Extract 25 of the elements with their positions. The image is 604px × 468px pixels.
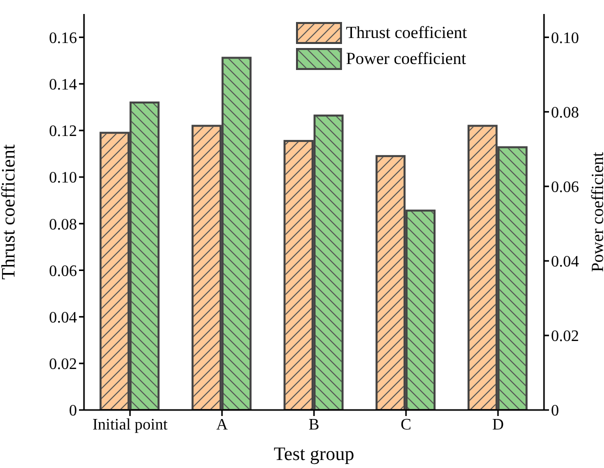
y-tick-label: 0.02 [49,356,77,374]
x-tick-label: Initial point [92,416,168,434]
y-tick-label: 0.12 [49,123,77,140]
y-tick-label: 0.16 [49,30,77,47]
y2-tick-label: 0.04 [551,254,579,271]
x-axis-title: Test group [274,444,354,465]
y2-tick-label: 0.10 [551,30,579,47]
y2-tick-label: 0.08 [551,104,579,122]
x-tick-label: B [308,416,320,434]
y-tick-label: 0.04 [49,310,77,327]
y-tick-label: 0.10 [49,170,77,187]
y2-tick-label: 0 [551,402,559,420]
y2-tick-label: 0.02 [551,328,579,346]
x-tick-label: C [400,416,412,434]
y-tick-label: 0.06 [49,262,77,280]
legend-label: Power coefficient [346,49,466,69]
y2-tick-label: 0.06 [551,179,579,196]
y2-axis-title: Power coefficient [588,152,604,272]
y-tick-label: 0.08 [49,216,77,234]
x-tick-label: A [216,416,228,434]
y-tick-label: 0 [69,402,77,420]
y-axis-title: Thrust coefficient [0,144,20,280]
x-tick-label: D [492,416,504,434]
y-tick-label: 0.14 [49,76,77,94]
legend-label: Thrust coefficient [346,23,468,43]
